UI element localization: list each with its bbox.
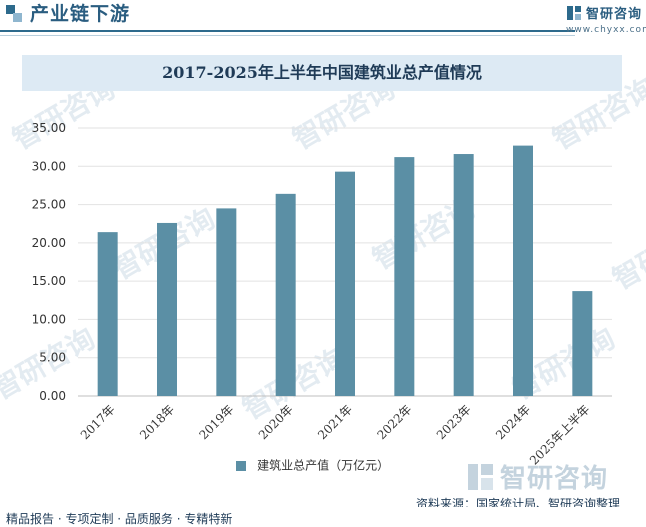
watermark-brand: 智研咨询 [500, 464, 609, 494]
bar [97, 232, 118, 396]
legend-label: 建筑业总产值（万亿元） [257, 458, 390, 473]
y-tick-label: 0.00 [39, 389, 66, 403]
brand-url[interactable]: www.chyxx.com [566, 25, 646, 35]
watermark-logo-icon [468, 464, 493, 490]
chart-title: 2017-2025年上半年中国建筑业总产值情况 [162, 63, 482, 82]
legend-swatch [236, 460, 246, 471]
header-square-icon [13, 13, 22, 22]
y-tick-label: 15.00 [32, 274, 66, 288]
bar [394, 157, 415, 396]
y-tick-label: 30.00 [32, 159, 66, 173]
y-tick-label: 5.00 [39, 351, 66, 365]
header-divider-thin [0, 35, 575, 36]
header-divider [0, 30, 575, 32]
y-tick-label: 35.00 [32, 121, 66, 135]
footer-slogan: 精品报告 · 专项定制 · 品质服务 · 专精特新 [6, 512, 233, 526]
x-tick-label: 2020年 [256, 402, 296, 442]
x-tick-label: 2024年 [493, 402, 533, 442]
page-footer: 精品报告 · 专项定制 · 品质服务 · 专精特新 [0, 507, 646, 526]
bar [157, 222, 177, 396]
bar [453, 154, 474, 396]
x-tick-label: 2018年 [137, 402, 177, 442]
bar [513, 145, 533, 396]
x-tick-label: 2023年 [434, 402, 474, 442]
page-header: 产业链下游 智研咨询 www.chyxx.com [0, 0, 646, 40]
bar [216, 208, 237, 396]
chart-legend: 建筑业总产值（万亿元） [236, 456, 389, 474]
bar [335, 171, 355, 396]
y-tick-label: 10.00 [32, 312, 66, 326]
x-tick-label: 2021年 [315, 402, 355, 442]
brand-logo-icon [567, 6, 581, 20]
chart-title-band [22, 55, 622, 91]
brand-name: 智研咨询 [586, 7, 643, 22]
section-title: 产业链下游 [30, 3, 131, 25]
x-tick-label: 2017年 [78, 402, 118, 442]
x-tick-label: 2019年 [196, 402, 236, 442]
x-tick-label: 2022年 [374, 402, 414, 442]
bar [275, 193, 296, 396]
y-tick-label: 25.00 [32, 198, 66, 212]
header-square-icon [6, 5, 15, 14]
bar [572, 291, 593, 396]
y-tick-label: 20.00 [32, 236, 66, 250]
